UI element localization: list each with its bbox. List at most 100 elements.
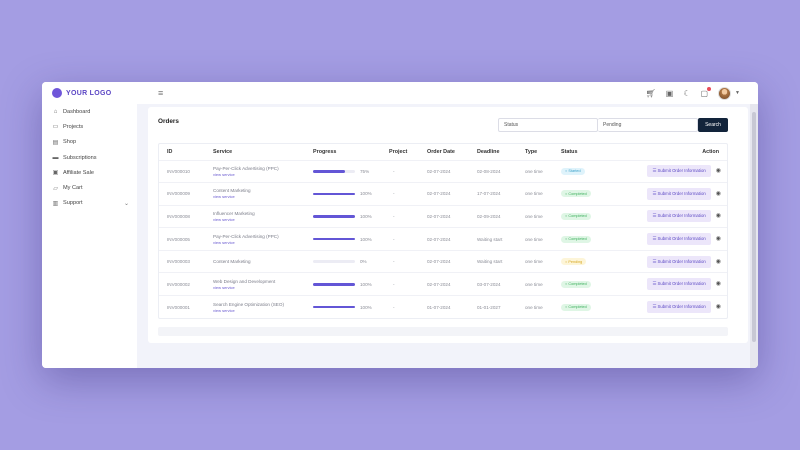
orders-card: Orders Status Pending Search ID Service …	[148, 107, 748, 343]
order-id: INV000008	[159, 204, 205, 228]
column-header-id: ID	[167, 148, 173, 155]
chevron-down-icon[interactable]: ▼	[735, 90, 740, 96]
shop-icon: ▤	[52, 139, 59, 146]
column-header-project: Project	[389, 148, 408, 155]
column-header-service: Service	[213, 148, 233, 155]
action-cell: ☰ Submit Order Information ◉	[613, 249, 727, 273]
view-service-link[interactable]: view service	[213, 239, 235, 245]
submit-order-information-button[interactable]: ☰ Submit Order Information	[647, 301, 711, 314]
progress-label: 100%	[360, 191, 372, 197]
order-date: 02-07-2024	[419, 159, 469, 183]
sidebar-item-support[interactable]: ▥ Support ⌄	[42, 196, 137, 211]
view-service-link[interactable]: view service	[213, 284, 235, 290]
view-service-link[interactable]: view service	[213, 307, 235, 313]
sidebar-item-label: My Cart	[63, 185, 83, 192]
view-service-link[interactable]: view service	[213, 171, 235, 177]
sidebar-item-affiliate-sale[interactable]: ▣ Affiliate Sale	[42, 165, 137, 180]
progress-bar	[313, 305, 355, 309]
chevron-down-icon[interactable]: ⌄	[123, 200, 129, 207]
status-text: Completed	[568, 191, 587, 196]
status-cell: ○ Completed	[553, 204, 613, 228]
order-id: INV000005	[159, 227, 205, 251]
submit-order-information-button[interactable]: ☰ Submit Order Information	[647, 255, 711, 268]
service-name: Influencer Marketing	[213, 210, 255, 216]
progress-bar	[313, 237, 355, 241]
submit-order-information-button[interactable]: ☰ Submit Order Information	[647, 210, 711, 223]
project-cell: -	[381, 204, 419, 228]
folder-icon: ▭	[52, 124, 59, 131]
eye-icon[interactable]: ◉	[715, 236, 721, 243]
scrollbar[interactable]	[750, 104, 758, 368]
progress-label: 100%	[360, 304, 372, 310]
dashboard-icon: ⌂	[53, 108, 58, 115]
eye-icon[interactable]: ◉	[715, 258, 721, 265]
sale-icon: ▣	[52, 170, 59, 177]
submit-order-information-button[interactable]: ☰ Submit Order Information	[647, 187, 711, 200]
progress-cell: 100%	[305, 182, 381, 206]
table-row: INV000008 Influencer Marketing view servic…	[159, 204, 727, 228]
status-badge: ○ Completed	[561, 190, 591, 198]
avatar[interactable]	[718, 86, 732, 100]
notification-icon[interactable]: ▢	[700, 86, 712, 98]
pending-filter-select[interactable]: Pending	[598, 118, 698, 132]
order-type: one time	[517, 249, 553, 273]
scrollbar-thumb[interactable]	[752, 112, 756, 342]
page-title: Orders	[158, 118, 179, 125]
view-service-link[interactable]: view service	[213, 194, 235, 200]
search-button[interactable]: Search	[698, 118, 728, 132]
eye-icon[interactable]: ◉	[715, 281, 721, 288]
eye-icon[interactable]: ◉	[715, 190, 721, 197]
sidebar-item-label: Affiliate Sale	[63, 169, 94, 176]
sidebar-item-projects[interactable]: ▭ Projects	[42, 119, 137, 134]
order-type: one time	[517, 159, 553, 183]
notification-dot	[707, 86, 712, 91]
status-filter-input[interactable]: Status	[498, 118, 598, 132]
service-cell: Pay-Per-Click Advertising (PPC) view serv…	[205, 159, 305, 183]
progress-label: 75%	[360, 168, 370, 174]
sidebar-item-subscriptions[interactable]: ▬ Subscriptions	[42, 150, 137, 165]
submit-order-information-button[interactable]: ☰ Submit Order Information	[647, 233, 711, 246]
submit-order-information-button[interactable]: ☰ Submit Order Information	[647, 278, 711, 291]
order-id: INV000003	[159, 249, 205, 273]
sidebar-item-shop[interactable]: ▤ Shop	[42, 135, 137, 150]
submit-button-label: Submit Order Information	[657, 213, 706, 219]
order-date: 02-07-2024	[419, 227, 469, 251]
top-icons: 🛒︎ ▣ ☾ ▢ ▼	[645, 86, 740, 100]
submit-button-label: Submit Order Information	[657, 190, 706, 196]
deadline: 01-01-2027	[469, 295, 517, 319]
progress-label: 100%	[360, 213, 372, 219]
sidebar-item-my-cart[interactable]: ▱ My Cart	[42, 180, 137, 195]
sidebar: ⌂ Dashboard ▭ Projects ▤ Shop ▬ Subscrip…	[42, 104, 137, 368]
submit-order-information-button[interactable]: ☰ Submit Order Information	[647, 165, 711, 178]
submit-button-label: Submit Order Information	[657, 281, 706, 287]
table-row: INV000001 Search Engine Optimization (SEO…	[159, 295, 727, 319]
progress-cell: 100%	[305, 204, 381, 228]
action-cell: ☰ Submit Order Information ◉	[613, 204, 727, 228]
card-icon: ▬	[52, 154, 59, 161]
eye-icon[interactable]: ◉	[715, 213, 721, 220]
progress-cell: 100%	[305, 272, 381, 296]
project-cell: -	[381, 182, 419, 206]
progress-cell: 100%	[305, 227, 381, 251]
table-row: INV000003 Content Marketing 0% -02-07-2024 W…	[159, 249, 727, 273]
status-badge: ○ Completed	[561, 212, 591, 220]
progress-cell: 100%	[305, 295, 381, 319]
archive-icon[interactable]: ▣	[665, 88, 674, 98]
column-header-action: Action	[702, 148, 719, 155]
cart-icon[interactable]: 🛒︎	[645, 88, 656, 98]
progress-fill	[313, 237, 355, 241]
hamburger-icon[interactable]: ≡	[158, 88, 164, 98]
logo[interactable]: YOUR LOGO	[52, 88, 138, 98]
eye-icon[interactable]: ◉	[715, 168, 721, 175]
sidebar-item-label: Support	[63, 200, 83, 207]
sidebar-item-dashboard[interactable]: ⌂ Dashboard	[42, 104, 137, 119]
progress-fill	[313, 305, 355, 309]
view-service-link[interactable]: view service	[213, 216, 235, 222]
order-date: 02-07-2024	[419, 249, 469, 273]
submit-button-label: Submit Order Information	[657, 258, 706, 264]
moon-icon[interactable]: ☾	[683, 88, 691, 98]
service-cell: Web Design and Development view service	[205, 272, 305, 296]
deadline: 02-09-2024	[469, 204, 517, 228]
status-badge: ○ Completed	[561, 303, 591, 311]
eye-icon[interactable]: ◉	[715, 304, 721, 311]
